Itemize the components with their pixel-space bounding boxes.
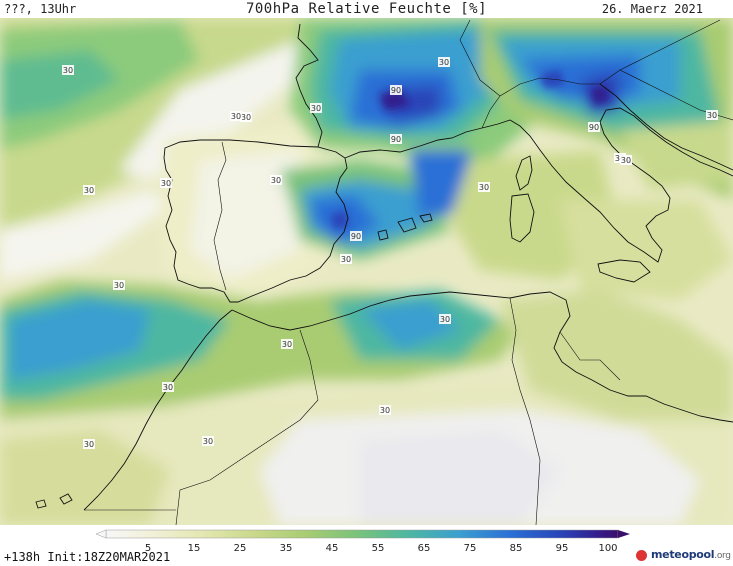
color-legend: 5 15 25 35 45 55 65 75 85 95 100 (95, 529, 630, 554)
legend-tick-label: 35 (280, 543, 293, 554)
contour-label: 30 (160, 178, 172, 188)
contour-label: 30 (340, 254, 352, 264)
legend-tick-label: 100 (598, 543, 617, 554)
contour-label: 30 (83, 439, 95, 449)
logo-text: meteopool.org (651, 548, 731, 561)
legend-tick-label: 15 (188, 543, 201, 554)
run-time-label: ???, 13Uhr (4, 2, 77, 16)
svg-text:30: 30 (311, 104, 321, 113)
svg-text:30: 30 (63, 66, 73, 75)
legend-bar (105, 529, 619, 539)
svg-text:30: 30 (621, 156, 631, 165)
svg-text:30: 30 (241, 113, 251, 122)
svg-text:30: 30 (271, 176, 281, 185)
contour-label: 30 (620, 155, 632, 165)
contour-label: 30 (379, 405, 391, 415)
contour-label: 90 (350, 231, 362, 241)
contour-label: 90 (390, 85, 402, 95)
legend-tick-label: 55 (372, 543, 385, 554)
contour-label: 30 (270, 175, 282, 185)
legend-tick-label: 25 (234, 543, 247, 554)
contour-label: 30 (240, 112, 252, 122)
logo-suffix: .org (714, 551, 731, 561)
svg-text:90: 90 (391, 86, 401, 95)
contour-label: 30 (281, 339, 293, 349)
contour-label: 30 (230, 111, 242, 121)
svg-text:30: 30 (84, 440, 94, 449)
contour-label: 30 (310, 103, 322, 113)
legend-tick-label: 65 (418, 543, 431, 554)
contour-label: 30 (62, 65, 74, 75)
legend-tick-label: 45 (326, 543, 339, 554)
contour-label: 90 (390, 134, 402, 144)
contour-label: 90 (588, 122, 600, 132)
contour-labels: 3030303030303030303030303030303030303030… (62, 57, 718, 449)
svg-text:30: 30 (439, 58, 449, 67)
contour-label: 30 (83, 185, 95, 195)
svg-text:90: 90 (589, 123, 599, 132)
contour-label: 30 (478, 182, 490, 192)
contour-label: 30 (162, 382, 174, 392)
svg-text:30: 30 (479, 183, 489, 192)
contour-label: 30 (439, 314, 451, 324)
svg-text:30: 30 (282, 340, 292, 349)
svg-text:30: 30 (231, 112, 241, 121)
svg-text:30: 30 (203, 437, 213, 446)
legend-tick-label: 95 (556, 543, 569, 554)
chart-title: 700hPa Relative Feuchte [%] (245, 1, 488, 17)
contour-label: 30 (706, 110, 718, 120)
svg-text:30: 30 (341, 255, 351, 264)
svg-text:30: 30 (114, 281, 124, 290)
legend-tick-label: 75 (464, 543, 477, 554)
svg-text:30: 30 (161, 179, 171, 188)
svg-text:30: 30 (707, 111, 717, 120)
svg-text:30: 30 (163, 383, 173, 392)
legend-tick-label: 5 (145, 543, 151, 554)
logo-icon (636, 550, 647, 561)
contour-label: 30 (113, 280, 125, 290)
svg-text:90: 90 (391, 135, 401, 144)
humidity-field (0, 18, 733, 525)
contour-label: 30 (202, 436, 214, 446)
svg-text:30: 30 (380, 406, 390, 415)
logo-name: meteopool (651, 548, 715, 561)
meteopool-logo[interactable]: meteopool.org (636, 547, 731, 565)
contour-label: 30 (438, 57, 450, 67)
legend-tick-label: 85 (510, 543, 523, 554)
forecast-date: 26. Maerz 2021 (601, 2, 703, 16)
legend-arrow-right (618, 530, 630, 538)
run-info: +138h Init:18Z20MAR2021 (4, 550, 171, 564)
svg-text:30: 30 (84, 186, 94, 195)
legend-arrow-left (95, 529, 107, 539)
svg-text:90: 90 (351, 232, 361, 241)
svg-text:30: 30 (440, 315, 450, 324)
